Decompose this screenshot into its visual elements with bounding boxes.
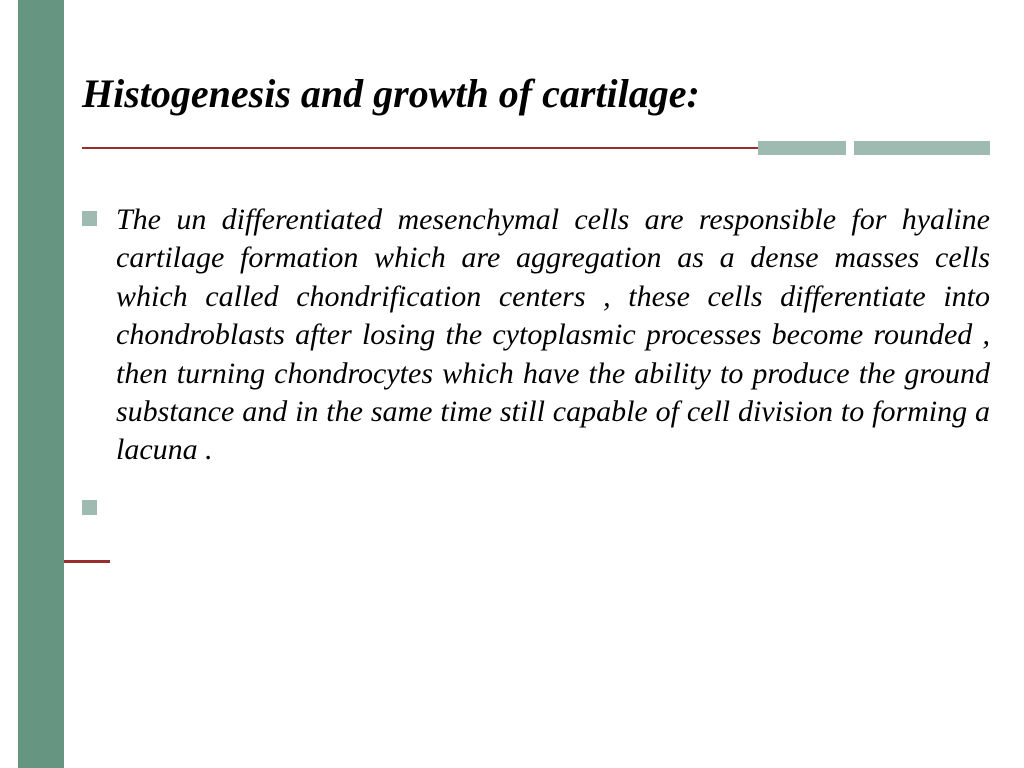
bullet-icon [82,500,97,515]
accent-segment [854,141,990,155]
accent-gap [846,141,854,155]
title-underline [82,141,990,163]
slide-content: Histogenesis and growth of cartilage: Th… [82,70,990,490]
accent-segment [758,141,846,155]
title-underline-accent [758,141,990,155]
left-accent-bar [18,0,64,768]
list-item: The un differentiated mesenchymal cells … [82,201,990,470]
bullet-icon [82,211,97,226]
left-rule-tick [64,560,110,563]
slide-title: Histogenesis and growth of cartilage: [82,70,990,117]
bullet-text: The un differentiated mesenchymal cells … [116,201,990,470]
